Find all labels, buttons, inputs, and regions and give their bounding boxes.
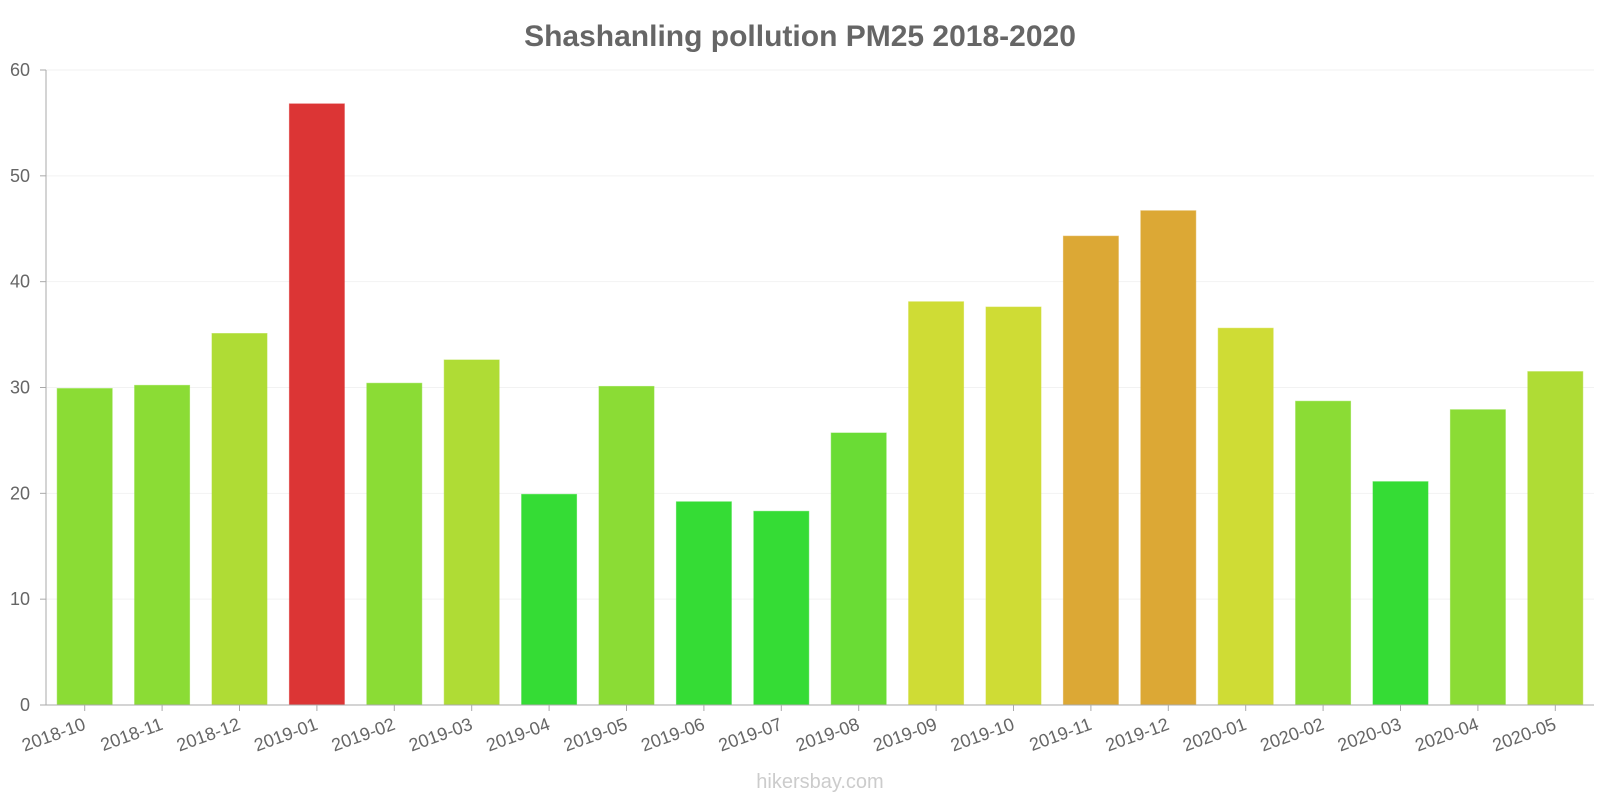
- bar-2019-07[interactable]: [753, 510, 810, 706]
- x-tick-label: 2019-12: [1103, 714, 1172, 755]
- x-tick-label: 2019-06: [638, 714, 707, 755]
- bar-2020-01[interactable]: [1217, 327, 1274, 706]
- bar-2020-02[interactable]: [1295, 400, 1352, 706]
- watermark: hikersbay.com: [756, 771, 883, 793]
- x-tick-label: 2019-10: [948, 714, 1017, 755]
- y-tick-label: 0: [20, 695, 30, 715]
- gridlines: [46, 69, 1594, 600]
- bar-2019-11[interactable]: [1062, 235, 1119, 706]
- y-tick-label: 60: [10, 60, 30, 80]
- x-tick-label: 2018-11: [98, 714, 166, 755]
- bar-2019-04[interactable]: [521, 493, 578, 706]
- bar-2018-11[interactable]: [134, 384, 191, 706]
- bars: [56, 103, 1584, 706]
- x-tick-label: 2018-12: [174, 714, 243, 755]
- bar-2018-10[interactable]: [56, 388, 113, 706]
- x-tick-label: 2019-08: [793, 714, 862, 755]
- x-tick-label: 2019-07: [716, 714, 785, 755]
- x-tick-label: 2019-01: [251, 714, 320, 755]
- bar-2020-04[interactable]: [1449, 409, 1506, 706]
- x-tick-labels: 2018-10 2018-11 2018-12 2019-01 2019-02 2019-…: [19, 705, 1559, 755]
- x-tick-label: 2018-10: [19, 714, 88, 755]
- x-tick-label: 2020-03: [1335, 714, 1404, 755]
- x-tick-label: 2019-04: [484, 714, 553, 755]
- x-tick-label: 2019-02: [329, 714, 398, 755]
- x-tick-label: 2020-01: [1180, 714, 1249, 755]
- x-tick-label: 2019-03: [406, 714, 475, 755]
- y-tick-label: 30: [10, 378, 30, 398]
- bar-2019-09[interactable]: [908, 301, 965, 706]
- x-tick-label: 2020-02: [1258, 714, 1327, 755]
- x-tick-label: 2020-05: [1490, 714, 1559, 755]
- bar-2019-05[interactable]: [598, 385, 655, 706]
- bar-2019-06[interactable]: [675, 501, 732, 706]
- y-tick-label: 10: [10, 589, 30, 609]
- x-tick-label: 2019-11: [1027, 714, 1095, 755]
- y-tick-labels: 0 10 20 30 40 50 60: [10, 60, 46, 715]
- y-tick-label: 50: [10, 166, 30, 186]
- y-tick-label: 20: [10, 483, 30, 503]
- bar-2018-12[interactable]: [211, 333, 268, 706]
- y-tick-label: 40: [10, 272, 30, 292]
- bar-2020-05[interactable]: [1527, 371, 1584, 706]
- bar-2019-01[interactable]: [288, 103, 345, 706]
- chart-title: Shashanling pollution PM25 2018-2020: [524, 20, 1076, 53]
- bar-2019-02[interactable]: [366, 382, 423, 706]
- bar-2019-03[interactable]: [443, 359, 500, 706]
- x-tick-label: 2020-04: [1412, 714, 1481, 755]
- bar-2020-03[interactable]: [1372, 481, 1429, 706]
- bar-2019-12[interactable]: [1140, 210, 1197, 706]
- bar-2019-10[interactable]: [985, 306, 1042, 706]
- bar-2019-08[interactable]: [830, 432, 887, 706]
- x-tick-label: 2019-09: [871, 714, 940, 755]
- x-tick-label: 2019-05: [561, 714, 630, 755]
